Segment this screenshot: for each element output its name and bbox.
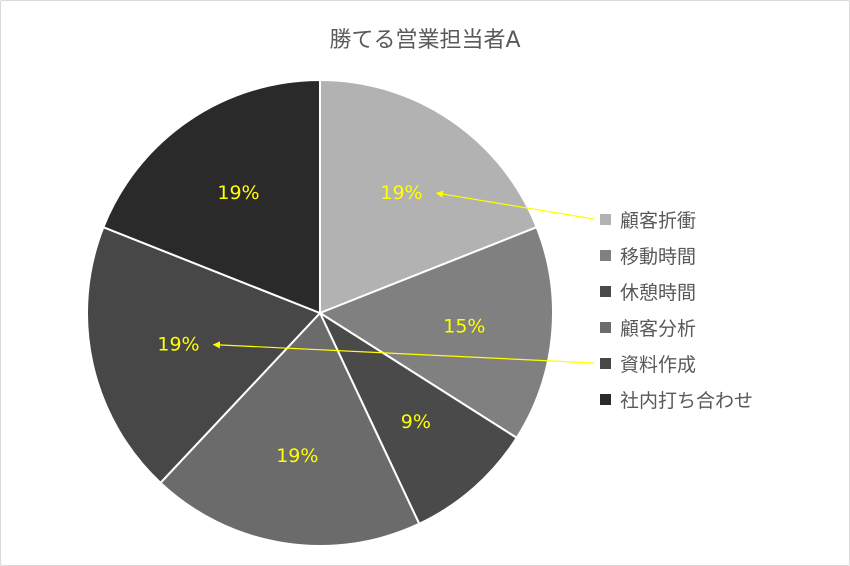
pie-slice-1 [319,78,538,315]
data-label-1: 19% [380,182,422,204]
legend-swatch [600,213,611,225]
legend-label: 顧客分析 [620,317,697,340]
legend-item-2: 移動時間 [600,237,753,273]
pie-slice-2 [317,225,554,440]
pie-slice-5 [86,225,322,485]
legend-swatch [600,249,611,261]
legend-swatch [600,285,611,297]
annotation-arrow-2 [212,341,595,364]
data-label-2: 15% [443,316,485,338]
legend-item-1: 顧客折衝 [600,201,753,237]
pie-slice-4 [159,311,421,547]
legend-swatch [600,393,611,405]
legend-item-6: 社内打ち合わせ [600,381,753,417]
legend-swatch [600,357,611,369]
legend-label: 社内打ち合わせ [620,389,754,412]
legend-label: 休憩時間 [620,281,697,304]
data-label-3: 9% [401,411,431,433]
data-label-4: 19% [276,445,318,467]
legend-swatch [600,321,611,333]
legend-label: 顧客折衝 [620,209,697,232]
pie-slice-3 [317,310,519,526]
data-label-6: 19% [217,182,259,204]
legend-item-3: 休憩時間 [600,273,753,309]
chart-title: 勝てる営業担当者A [329,28,521,53]
annotation-arrow-1 [435,190,595,220]
legend: 顧客折衝移動時間休憩時間顧客分析資料作成社内打ち合わせ [600,201,753,417]
legend-item-5: 資料作成 [600,345,753,381]
legend-label: 資料作成 [620,353,697,376]
data-label-5: 19% [157,334,199,356]
legend-label: 移動時間 [620,245,697,268]
legend-item-4: 顧客分析 [600,309,753,345]
pie-slice-6 [102,78,321,315]
